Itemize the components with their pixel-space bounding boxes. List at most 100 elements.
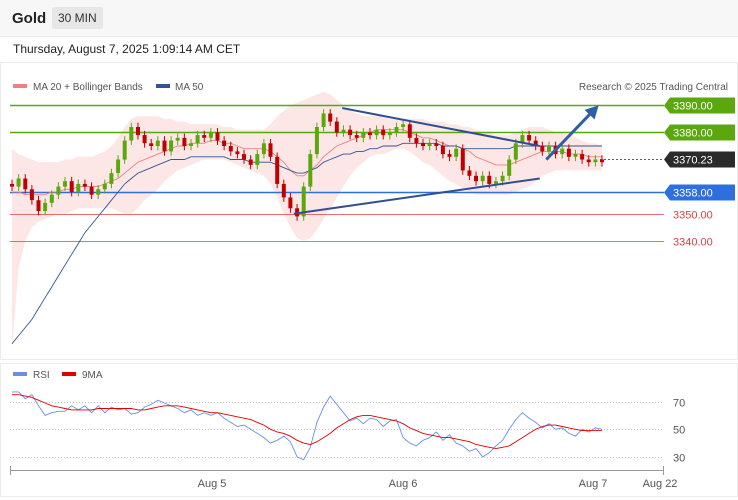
rsi-panel — [0, 363, 738, 497]
projection-arrow-head — [584, 105, 599, 120]
candle-body — [136, 127, 140, 136]
candle-body — [63, 181, 67, 187]
level-label: 3340.00 — [673, 237, 713, 249]
rsi-tick-label: 50 — [673, 425, 685, 437]
candle-body — [368, 132, 372, 136]
candle-body — [215, 132, 220, 141]
candle-body — [328, 113, 333, 122]
candle-body — [427, 143, 432, 146]
candle-body — [566, 148, 571, 157]
candle-body — [507, 159, 512, 176]
candle-body — [560, 148, 565, 155]
candle-body — [29, 189, 34, 201]
candle-body — [421, 143, 425, 146]
candle-body — [182, 137, 187, 146]
candle-body — [16, 178, 21, 187]
candle-body — [109, 173, 114, 184]
rsi-tick-label: 70 — [673, 398, 685, 410]
level-label-box — [664, 184, 735, 201]
candle-body — [89, 186, 94, 195]
rsi-chart: 70 50 30 — [10, 391, 685, 465]
candle-body — [169, 140, 174, 152]
candle-body — [56, 186, 61, 195]
interval-button[interactable]: 30 MIN — [52, 7, 103, 29]
candle-body — [361, 132, 366, 138]
candle-body — [467, 170, 472, 176]
candle-body — [242, 154, 246, 160]
credit-text: Research © 2025 Trading Central — [579, 82, 728, 93]
candle-body — [493, 181, 498, 184]
candle-body — [447, 154, 452, 157]
candle-body — [533, 140, 538, 146]
candle-body — [275, 156, 280, 184]
candle-body — [586, 159, 591, 163]
timestamp: Thursday, August 7, 2025 1:09:14 AM CET — [13, 42, 241, 56]
candle-body — [149, 143, 154, 146]
candle-body — [235, 151, 240, 155]
candle-body — [129, 127, 134, 141]
candle-body — [96, 189, 101, 195]
candle-body — [540, 146, 545, 152]
ma9-legend-swatch — [62, 372, 76, 376]
candle-body — [43, 202, 48, 211]
ma50-line — [11, 142, 602, 344]
candle-body — [162, 140, 167, 152]
candle-body — [202, 135, 207, 138]
candle-body — [407, 124, 412, 138]
ma50-legend-label: MA 50 — [175, 82, 204, 93]
level-label-box — [664, 124, 735, 141]
candle-body — [321, 113, 326, 127]
candle-body — [23, 178, 28, 190]
level-label: 3350.00 — [673, 210, 713, 222]
candle-body — [520, 135, 525, 144]
candle-body — [593, 159, 598, 163]
level-label: 3358.00 — [673, 188, 713, 200]
time-axis-labels: Aug 5 Aug 6 Aug 7 Aug 22 — [198, 478, 678, 490]
candle-body — [222, 140, 227, 146]
candle-body — [10, 183, 14, 187]
ma20-legend-label: MA 20 + Bollinger Bands — [33, 82, 143, 93]
candle-body — [102, 183, 107, 190]
candle-body — [334, 121, 339, 133]
level-label: 3370.23 — [673, 155, 713, 167]
candle-body — [175, 137, 180, 141]
level-labels: 3390.00 3380.00 3370.23 3358.00 3350.00 3340.… — [664, 97, 735, 249]
candle-body — [341, 129, 346, 133]
bollinger-bands — [12, 91, 602, 350]
price-panel — [0, 62, 738, 360]
candle-body — [434, 143, 439, 146]
candle-body — [387, 132, 392, 136]
candle-body — [116, 159, 121, 173]
level-label: 3380.00 — [673, 128, 713, 140]
candle-body — [189, 143, 193, 146]
candle-body — [36, 200, 41, 211]
price-levels — [10, 104, 664, 242]
candle-body — [500, 175, 505, 182]
candle-body — [414, 137, 419, 144]
bollinger-band-area — [12, 91, 602, 350]
candle-body — [547, 146, 551, 152]
ma20-legend-swatch — [13, 84, 27, 88]
candle-body — [228, 146, 233, 152]
trendlines — [293, 105, 599, 215]
candle-body — [487, 175, 492, 184]
candle-body — [255, 154, 260, 165]
candle-body — [281, 183, 286, 198]
candlesticks — [10, 109, 604, 221]
candle-body — [381, 129, 386, 136]
ma9-legend-label: 9MA — [82, 370, 103, 381]
candle-body — [354, 135, 359, 138]
trendline — [293, 177, 540, 215]
rsi-legend-swatch — [13, 372, 27, 376]
candle-body — [460, 148, 465, 171]
time-axis-label: Aug 7 — [579, 478, 608, 490]
ma50-legend-swatch — [156, 84, 170, 88]
ma9-line — [12, 394, 602, 450]
time-axis-label: Aug 5 — [198, 478, 227, 490]
candle-body — [248, 159, 253, 165]
candle-body — [208, 132, 213, 138]
candle-body — [122, 140, 127, 160]
projection-arrow-line — [545, 110, 594, 161]
